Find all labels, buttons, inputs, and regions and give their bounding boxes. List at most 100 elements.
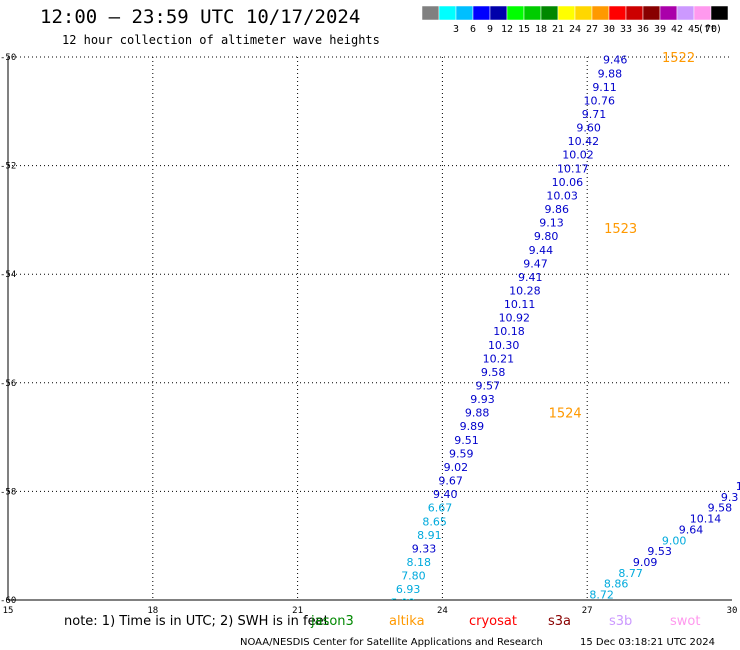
swh-value-track1: 9.51 — [454, 434, 479, 447]
legend-label: 42 — [671, 24, 683, 35]
altimeter-tracks: 9.469.889.1110.769.719.6010.4210.0210.17… — [391, 54, 740, 612]
swh-value-track1: 10.28 — [509, 284, 541, 297]
satellite-legend-s3a: s3a — [548, 614, 571, 629]
swh-value-track1: 9.67 — [438, 475, 463, 488]
legend-swatch — [710, 5, 729, 21]
swh-value-track1: 9.58 — [481, 366, 506, 379]
legend-label: 45 — [688, 24, 700, 35]
lat-tick-label: -52 — [0, 162, 16, 172]
swh-value-track2: 9.58 — [708, 502, 733, 515]
swh-value-track1: 9.59 — [449, 447, 474, 460]
legend-label: 24 — [569, 24, 581, 35]
note-text: note: 1) Time is in UTC; 2) SWH is in fe… — [64, 614, 329, 629]
lat-tick-label: -50 — [0, 53, 16, 63]
lon-tick-label: 15 — [3, 606, 14, 616]
swh-value-track1: 5.98 — [391, 597, 416, 610]
swh-value-track1: 9.71 — [582, 108, 607, 121]
note-row: note: 1) Time is in UTC; 2) SWH is in fe… — [64, 614, 700, 629]
swh-value-track1: 10.17 — [557, 162, 589, 175]
swh-value-track2: 8.88 — [575, 599, 600, 612]
swh-value-track1: 10.03 — [546, 189, 578, 202]
swh-value-track1: 9.44 — [529, 244, 554, 257]
swh-value-track1: 8.18 — [406, 556, 431, 569]
legend-label: 33 — [620, 24, 632, 35]
swh-value-track1: 9.33 — [412, 542, 437, 555]
swh-value-track1: 9.88 — [465, 407, 490, 420]
swh-value-track1: 10.11 — [504, 298, 536, 311]
swh-value-track1: 9.88 — [598, 67, 623, 80]
satellite-legend-s3b: s3b — [609, 614, 632, 629]
swh-value-track2: 9.09 — [633, 556, 658, 569]
swh-value-track1: 10.30 — [488, 339, 520, 352]
swh-value-track1: 10.21 — [483, 352, 515, 365]
lon-tick-label: 24 — [437, 606, 448, 616]
swh-value-track2: 8.72 — [589, 589, 614, 602]
swh-value-track1: 9.11 — [592, 81, 617, 94]
swh-value-track1: 6.93 — [396, 583, 421, 596]
swh-value-track1: 9.57 — [476, 380, 501, 393]
swh-value-track1: 10.42 — [568, 135, 600, 148]
swh-value-track1: 9.41 — [518, 271, 543, 284]
swh-value-track1: 9.40 — [433, 488, 458, 501]
swh-value-track1: 9.93 — [470, 393, 495, 406]
legend-label: 21 — [552, 24, 564, 35]
legend-label: 15 — [518, 24, 530, 35]
legend-label: 39 — [654, 24, 666, 35]
map-subtitle: 12 hour collection of altimeter wave hei… — [62, 33, 380, 47]
swh-value-track2: 8.77 — [618, 567, 643, 580]
swh-value-track1: 9.80 — [534, 230, 559, 243]
swh-value-track1: 6.67 — [428, 502, 453, 515]
lon-tick-label: 27 — [582, 606, 593, 616]
lat-tick-label: -58 — [0, 487, 16, 497]
satellite-legend-swot: swot — [670, 614, 700, 629]
legend-label: 9 — [487, 24, 493, 35]
footer-timestamp: 15 Dec 03:18:21 UTC 2024 — [580, 637, 715, 648]
lon-tick-label: 21 — [292, 606, 303, 616]
lat-tick-label: -60 — [0, 596, 16, 606]
legend-unit: (ft) — [698, 24, 722, 35]
legend-label: 3 — [453, 24, 459, 35]
pass-time-label: 1522 — [662, 51, 695, 66]
swh-value-track1: 9.89 — [460, 420, 485, 433]
swh-value-track2: 9.53 — [647, 545, 672, 558]
swh-value-track1: 9.46 — [603, 54, 628, 67]
swh-value-track1: 10.02 — [562, 149, 594, 162]
footer-credit: NOAA/NESDIS Center for Satellite Applica… — [240, 637, 543, 648]
pass-time-label: 1524 — [549, 407, 582, 422]
satellite-legend-cryosat: cryosat — [469, 614, 517, 629]
lon-tick-label: 18 — [147, 606, 158, 616]
legend-label: 6 — [470, 24, 476, 35]
swh-value-track2: 8.86 — [604, 578, 629, 591]
swh-value-track2: 10.14 — [690, 513, 722, 526]
swh-value-track1: 9.47 — [523, 257, 548, 270]
swh-value-track1: 10.92 — [499, 312, 531, 325]
swh-value-track1: 9.02 — [444, 461, 469, 474]
swh-value-track1: 10.18 — [493, 325, 525, 338]
lat-tick-label: -56 — [0, 379, 16, 389]
legend-label: 70 — [705, 24, 717, 35]
swh-value-track1: 8.91 — [417, 529, 442, 542]
wave-height-legend: 3 6 9 12 15 18 21 24 27 30 33 36 39 42 45 70(ft) — [421, 5, 729, 35]
swh-value-track1: 9.60 — [576, 122, 601, 135]
satellite-legend-jason3: jason3 — [310, 614, 354, 629]
swh-value-track2: 1 — [736, 480, 740, 493]
swh-value-track2: 9.64 — [679, 523, 704, 536]
swh-value-track1: 7.80 — [401, 570, 426, 583]
swh-value-track1: 10.06 — [552, 176, 584, 189]
swh-value-track2: 9.3 — [721, 491, 739, 504]
satellite-legend-altika: altika — [389, 614, 425, 629]
legend-label: 36 — [637, 24, 649, 35]
swh-value-track2: 9.00 — [662, 534, 687, 547]
legend-label: 27 — [586, 24, 598, 35]
map-title: 12:00 – 23:59 UTC 10/17/2024 — [40, 6, 361, 28]
swh-value-track1: 9.86 — [545, 203, 570, 216]
pass-time-label: 1523 — [604, 222, 637, 237]
swh-value-track1: 10.76 — [584, 94, 616, 107]
swh-value-track1: 9.13 — [539, 217, 564, 230]
footer: NOAA/NESDIS Center for Satellite Applica… — [240, 637, 715, 648]
legend-label: 30 — [603, 24, 615, 35]
lat-tick-label: -54 — [0, 270, 16, 280]
legend-label: 12 — [501, 24, 513, 35]
lon-tick-label: 30 — [727, 606, 738, 616]
